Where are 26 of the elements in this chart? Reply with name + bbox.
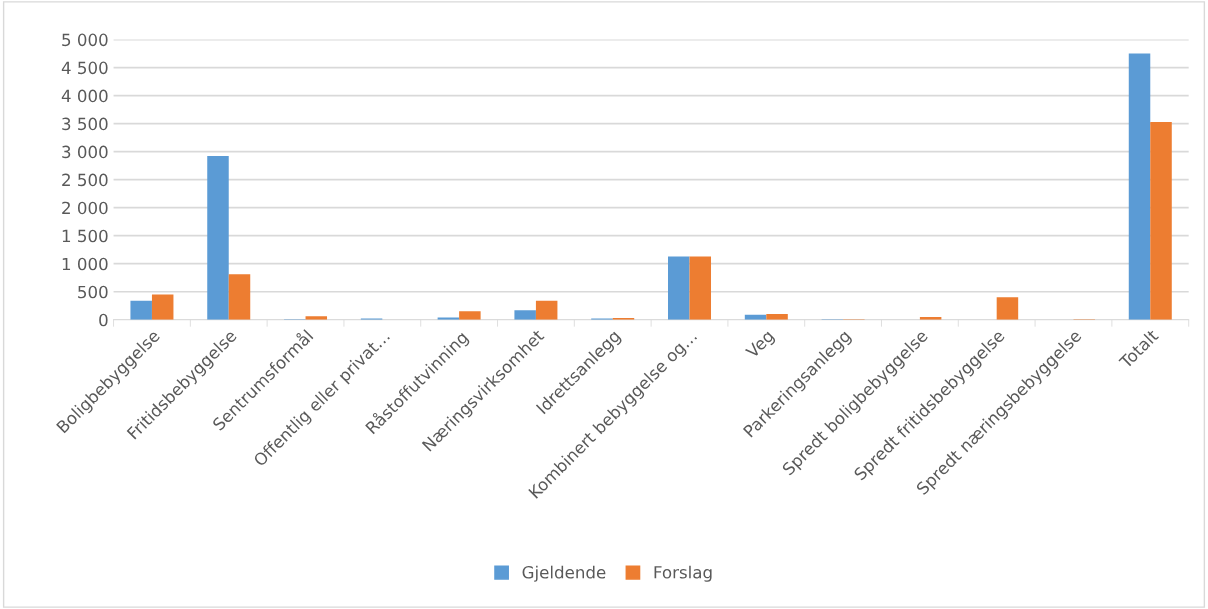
- bar: [1150, 121, 1172, 320]
- bar: [689, 256, 712, 320]
- bar: [996, 297, 1019, 320]
- bar: [514, 310, 536, 320]
- y-tick-label: 3 500: [62, 117, 108, 131]
- y-tick-label: 5 000: [62, 33, 108, 47]
- bar: [668, 256, 690, 320]
- y-tick-label: 4 000: [61, 89, 108, 103]
- y-tick-label: 2 500: [62, 173, 108, 187]
- y-tick-label: 3 000: [62, 145, 108, 159]
- bar: [151, 294, 174, 320]
- y-tick-label: 1 500: [62, 229, 108, 243]
- y-tick-label: 1 000: [62, 257, 108, 271]
- legend-label: Forslag: [654, 565, 712, 582]
- y-tick-label: 4 500: [61, 61, 108, 75]
- y-tick-label: 500: [78, 285, 108, 299]
- legend-label: Gjeldende: [522, 565, 606, 582]
- bar: [535, 300, 558, 320]
- y-tick-label: 0: [99, 313, 108, 327]
- bar: [766, 314, 788, 320]
- bar: [459, 311, 481, 320]
- bar: [228, 274, 251, 320]
- bar: [130, 300, 152, 320]
- y-tick-label: 2 000: [62, 201, 108, 215]
- bar: [1128, 53, 1151, 320]
- bar: [207, 156, 229, 320]
